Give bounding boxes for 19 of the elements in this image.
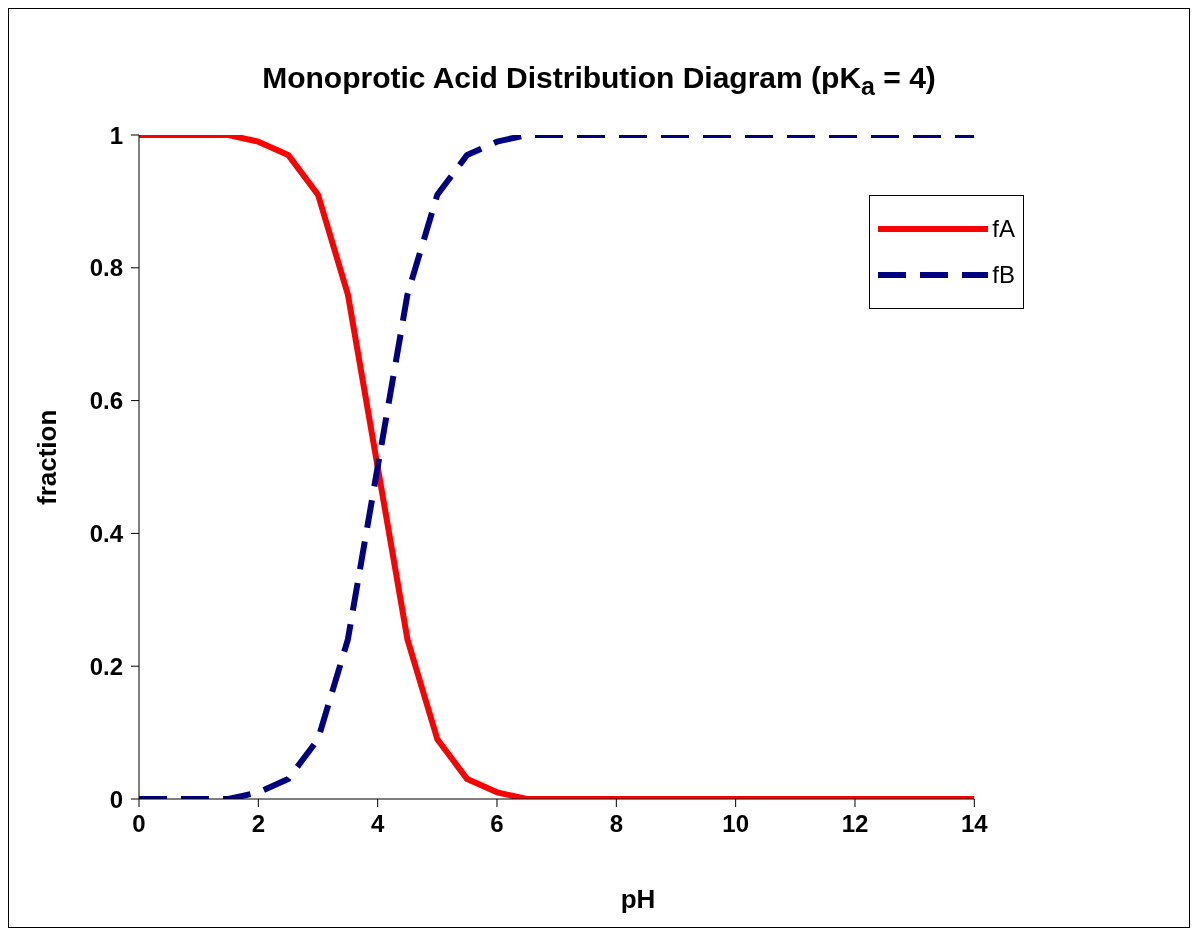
y-tick-label: 0.8 [89, 254, 123, 282]
y-tick-label: 0.4 [89, 519, 124, 547]
x-tick-label: 0 [132, 810, 146, 838]
x-tick-label: 14 [960, 810, 989, 838]
x-tick-label: 12 [841, 810, 869, 838]
legend-label: fB [992, 261, 1015, 289]
y-tick-label: 0.2 [89, 652, 123, 680]
x-axis-title: pH [619, 884, 657, 915]
legend-label: fA [992, 215, 1015, 243]
y-tick-label: 0.6 [89, 387, 123, 415]
x-tick-label: 4 [370, 810, 385, 838]
y-axis-title: fraction [31, 409, 63, 505]
chart-title: Monoprotic Acid Distribution Diagram (pK$_{a}$ = 4) [261, 61, 937, 101]
y-tick-label: 0 [109, 785, 123, 813]
x-tick-label: 8 [609, 810, 623, 838]
x-tick-label: 10 [722, 810, 749, 838]
y-tick-label: 1 [109, 121, 123, 149]
x-tick-label: 2 [251, 810, 266, 838]
x-tick-label: 6 [490, 810, 504, 838]
